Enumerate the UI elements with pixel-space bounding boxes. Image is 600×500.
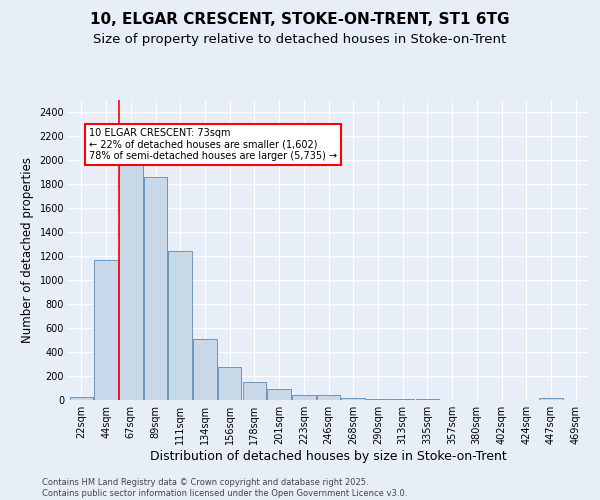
Bar [144,177,167,400]
Bar [218,367,241,400]
Bar [70,397,93,400]
Bar [317,395,340,400]
Bar [366,398,389,400]
Bar [391,399,415,400]
Text: Size of property relative to detached houses in Stoke-on-Trent: Size of property relative to detached ho… [94,32,506,46]
Bar [268,389,291,400]
Bar [341,398,365,400]
Bar [292,395,316,400]
X-axis label: Distribution of detached houses by size in Stoke-on-Trent: Distribution of detached houses by size … [150,450,507,463]
Bar [169,251,192,400]
Bar [94,260,118,400]
Text: 10 ELGAR CRESCENT: 73sqm
← 22% of detached houses are smaller (1,602)
78% of sem: 10 ELGAR CRESCENT: 73sqm ← 22% of detach… [89,128,337,161]
Text: Contains HM Land Registry data © Crown copyright and database right 2025.
Contai: Contains HM Land Registry data © Crown c… [42,478,407,498]
Bar [242,382,266,400]
Bar [539,398,563,400]
Y-axis label: Number of detached properties: Number of detached properties [21,157,34,343]
Bar [119,160,143,400]
Bar [193,339,217,400]
Text: 10, ELGAR CRESCENT, STOKE-ON-TRENT, ST1 6TG: 10, ELGAR CRESCENT, STOKE-ON-TRENT, ST1 … [90,12,510,28]
